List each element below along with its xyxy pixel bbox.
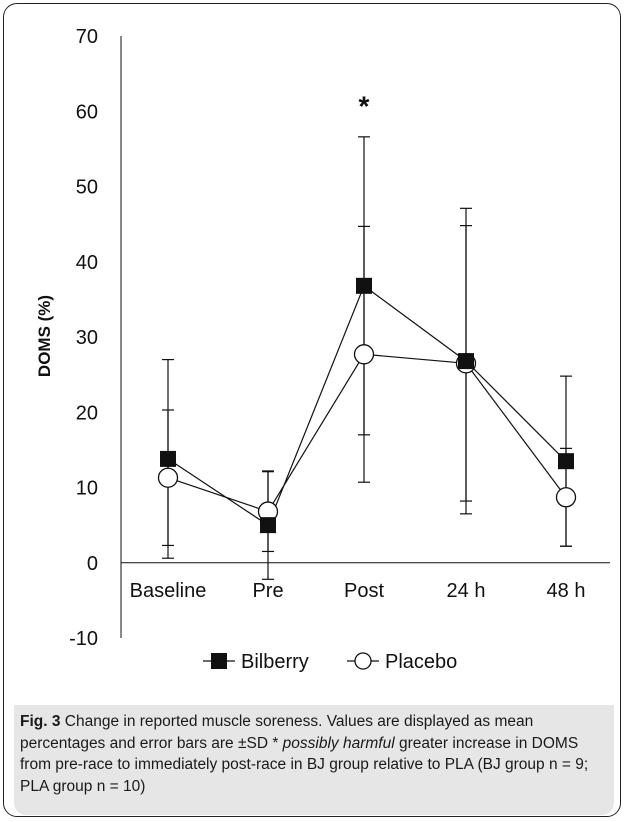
doms-line-chart: -10 0 10 20 30 40 50 60 70 Baseline Pre Post 24 h 48 …	[35, 26, 610, 673]
data-point-bilberry	[160, 450, 176, 467]
y-tick-label: -10	[69, 628, 98, 650]
legend-label-bilberry: Bilberry	[241, 651, 309, 673]
data-point-placebo	[555, 487, 577, 508]
x-tick-label: Baseline	[130, 580, 207, 602]
data-point-placebo	[157, 467, 179, 488]
x-tick-label: Pre	[252, 580, 283, 602]
caption-text-part1: Change in reported muscle soreness. Valu…	[20, 713, 534, 752]
figure-label: Fig. 3	[20, 713, 61, 730]
figure-frame	[3, 3, 621, 817]
legend-marker-bilberry	[211, 653, 227, 669]
chart-labels: -10 0 10 20 30 40 50 60 70 Baseline Pre Post 24 h 48 …	[35, 26, 585, 650]
data-point-placebo	[353, 344, 375, 365]
caption-emphasis: possibly harmful	[282, 734, 395, 752]
y-tick-label: 20	[76, 402, 98, 424]
y-tick-label: 40	[76, 252, 98, 274]
data-point-bilberry	[458, 353, 474, 370]
chart-axes	[120, 36, 610, 638]
legend-label-placebo: Placebo	[385, 651, 457, 673]
significance-asterisk: *	[359, 91, 370, 122]
x-tick-label: 24 h	[447, 580, 486, 602]
data-point-bilberry	[356, 277, 372, 294]
y-tick-label: 0	[87, 553, 98, 575]
x-tick-label: 48 h	[547, 580, 586, 602]
series-line-bilberry	[167, 284, 567, 527]
y-tick-label: 60	[76, 101, 98, 123]
data-point-bilberry	[558, 453, 574, 470]
chart-legend: Bilberry Placebo	[203, 651, 457, 673]
series-line-placebo	[167, 353, 567, 513]
y-tick-label: 50	[76, 177, 98, 199]
caption-text-part2: greater increase in DOMS from pre-race t…	[20, 734, 589, 795]
y-tick-label: 30	[76, 327, 98, 349]
figure-caption: Fig. 3 Change in reported muscle sorenes…	[14, 705, 614, 815]
y-tick-label: 10	[76, 478, 98, 500]
y-tick-label: 70	[76, 26, 98, 48]
legend-marker-placebo	[354, 652, 372, 670]
data-point-bilberry	[260, 517, 276, 534]
chart-series	[157, 277, 577, 534]
x-tick-label: Post	[344, 580, 384, 602]
y-axis-title: DOMS (%)	[35, 295, 54, 377]
